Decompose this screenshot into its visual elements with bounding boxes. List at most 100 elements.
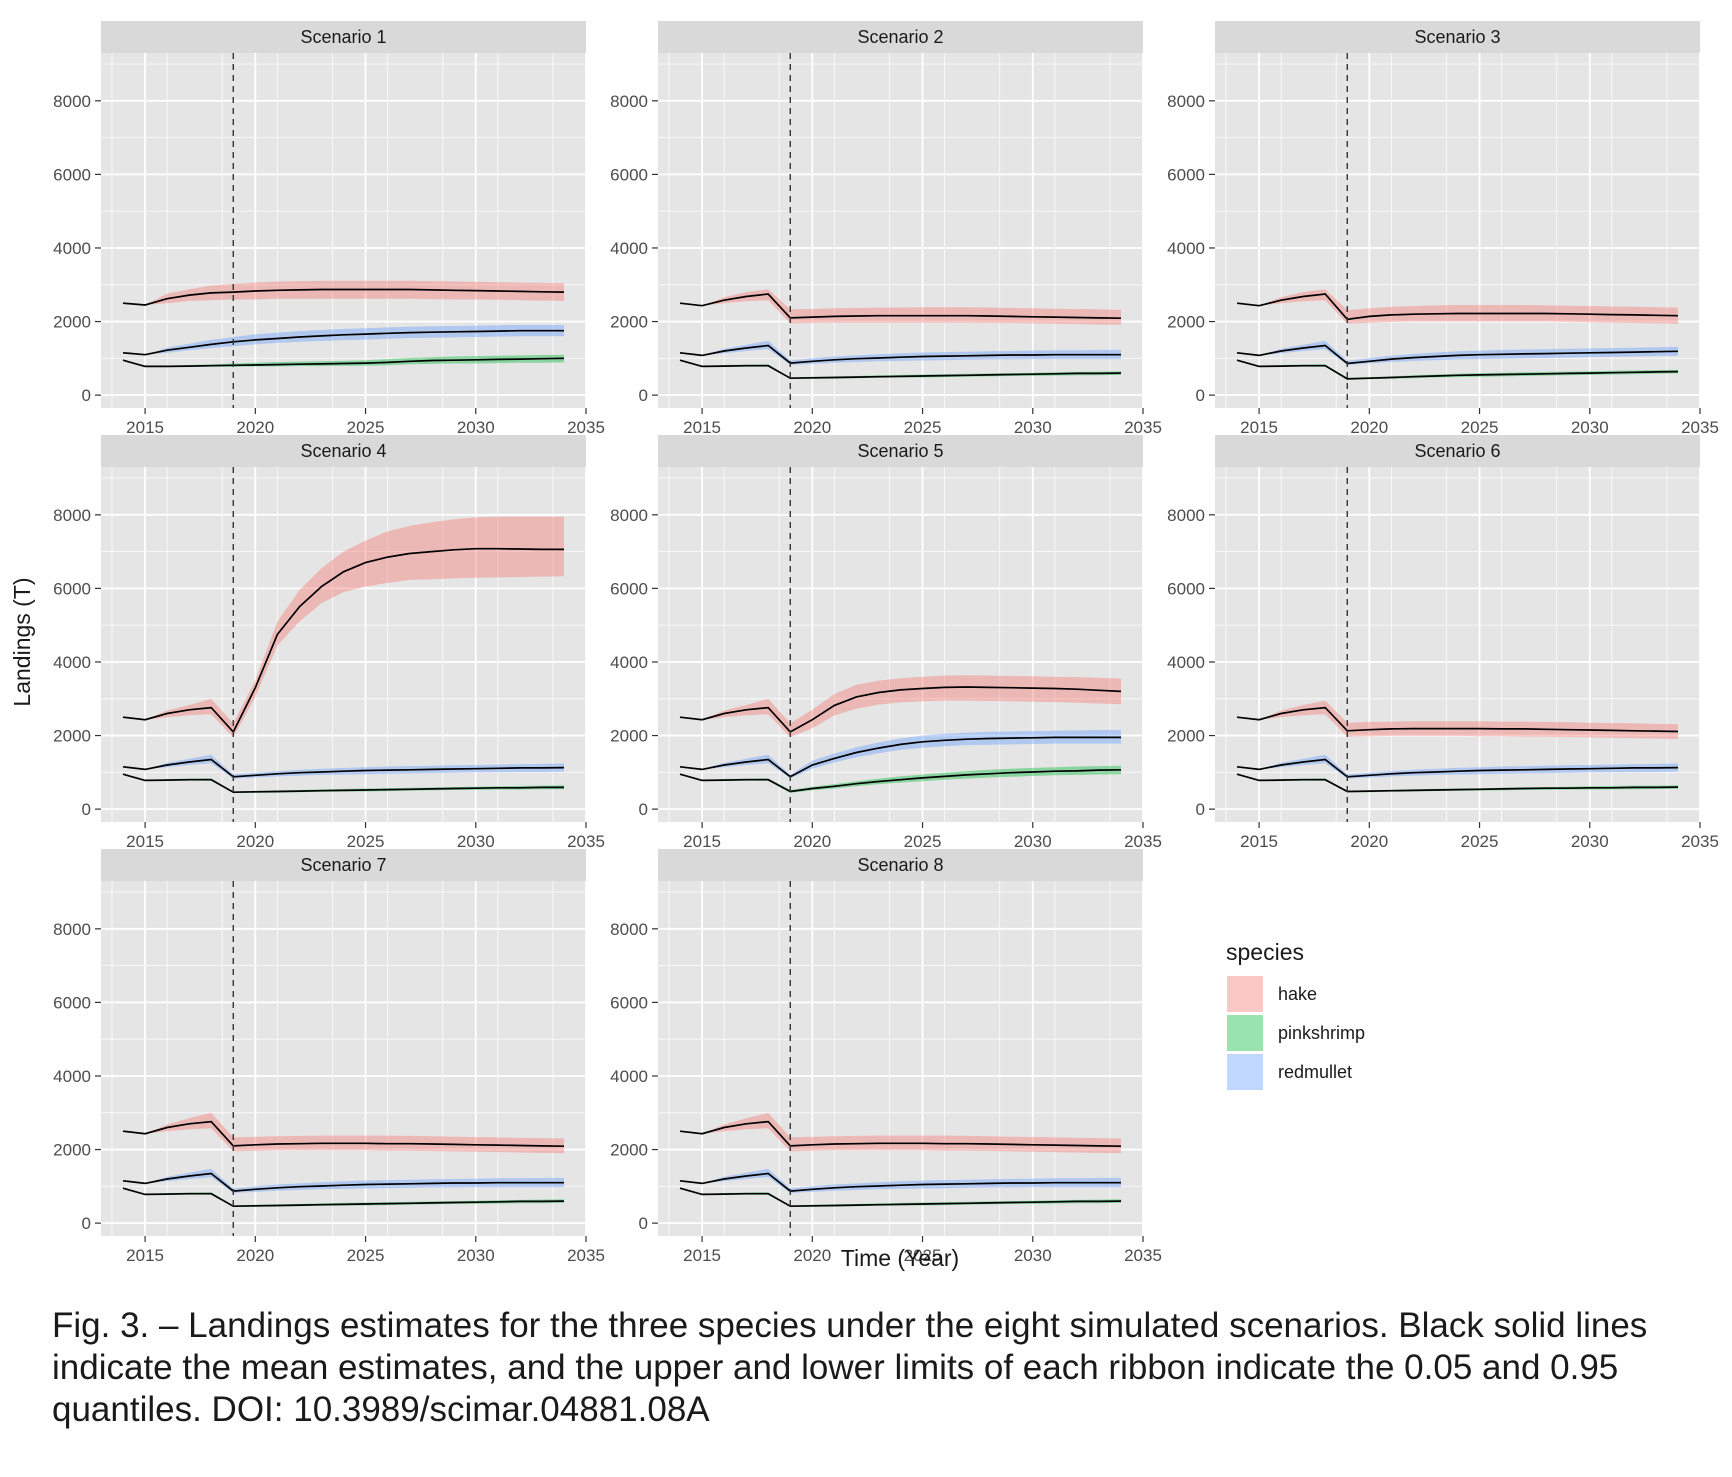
x-tick-label: 2030 (457, 1246, 495, 1265)
hake-ribbon (123, 516, 564, 738)
x-tick-label: 2035 (1681, 418, 1719, 437)
y-tick-label: 8000 (610, 920, 648, 939)
x-tick-label: 2015 (1240, 418, 1278, 437)
y-tick-label: 0 (82, 1214, 91, 1233)
hake-mean-line (679, 1120, 1122, 1148)
pinkshrimp-mean-line (122, 773, 564, 794)
facet-scenario-2: Scenario 2 2015 2020 2025 2030 2035 0 2000 4000 6… (610, 21, 1162, 437)
y-tick-label: 0 (1196, 386, 1205, 405)
facet-strip (101, 21, 586, 53)
pinkshrimp-mean-line (679, 768, 1122, 793)
hake-mean-line (122, 288, 565, 306)
x-tick-label: 2020 (793, 832, 831, 851)
facet-strip (1215, 21, 1700, 53)
x-tick-label: 2030 (457, 418, 495, 437)
facet-scenario-6: Scenario 6 2015 2020 2025 2030 2035 0 2000 4000 6… (1167, 435, 1719, 851)
legend-label-hake: hake (1278, 984, 1317, 1004)
y-tick-label: 4000 (53, 653, 91, 672)
hake-ribbon (680, 675, 1121, 738)
legend-label-redmullet: redmullet (1278, 1062, 1352, 1082)
x-tick-label: 2035 (1124, 418, 1162, 437)
x-tick-label: 2030 (1571, 418, 1609, 437)
hake-mean-line (679, 293, 1122, 320)
hake-mean-line (1236, 293, 1679, 321)
y-tick-label: 0 (639, 800, 648, 819)
x-tick-label: 2035 (567, 1246, 605, 1265)
facet-title: Scenario 5 (857, 441, 943, 461)
x-tick-label: 2030 (1571, 832, 1609, 851)
x-tick-label: 2020 (236, 418, 274, 437)
y-tick-label: 8000 (1167, 92, 1205, 111)
x-tick-label: 2035 (1124, 1246, 1162, 1265)
y-tick-label: 6000 (53, 579, 91, 598)
redmullet-ribbon (680, 1168, 1121, 1193)
x-tick-label: 2025 (904, 832, 942, 851)
y-tick-label: 2000 (610, 313, 648, 332)
y-tick-label: 2000 (1167, 727, 1205, 746)
x-tick-label: 2020 (1350, 832, 1388, 851)
y-tick-label: 6000 (610, 993, 648, 1012)
redmullet-ribbon (123, 1168, 564, 1193)
x-tick-label: 2020 (1350, 418, 1388, 437)
redmullet-mean-line (122, 758, 565, 778)
hake-mean-line (1236, 706, 1679, 733)
x-tick-label: 2025 (904, 418, 942, 437)
x-tick-label: 2015 (683, 832, 721, 851)
y-axis-title: Landings (T) (9, 577, 35, 706)
facet-title: Scenario 8 (857, 855, 943, 875)
y-tick-label: 8000 (610, 506, 648, 525)
y-tick-label: 0 (1196, 800, 1205, 819)
facet-strip (658, 21, 1143, 53)
x-tick-label: 2030 (1014, 1246, 1052, 1265)
y-tick-label: 8000 (53, 920, 91, 939)
y-tick-label: 2000 (610, 1141, 648, 1160)
x-tick-label: 2015 (683, 1246, 721, 1265)
redmullet-mean-line (122, 329, 564, 356)
facet-title: Scenario 3 (1414, 27, 1500, 47)
y-tick-label: 0 (639, 386, 648, 405)
y-tick-label: 2000 (53, 313, 91, 332)
x-tick-label: 2025 (1461, 832, 1499, 851)
x-tick-label: 2020 (236, 1246, 274, 1265)
facet-title: Scenario 1 (300, 27, 386, 47)
legend-label-pinkshrimp: pinkshrimp (1278, 1023, 1365, 1043)
x-tick-label: 2020 (793, 418, 831, 437)
facet-strip (658, 435, 1143, 467)
y-tick-label: 8000 (53, 92, 91, 111)
x-tick-label: 2020 (793, 1246, 831, 1265)
pinkshrimp-mean-line (679, 359, 1122, 380)
y-tick-label: 2000 (53, 1141, 91, 1160)
panel-background (101, 53, 586, 408)
x-tick-label: 2015 (683, 418, 721, 437)
y-tick-label: 2000 (53, 727, 91, 746)
y-tick-label: 6000 (53, 165, 91, 184)
y-tick-label: 2000 (610, 727, 648, 746)
legend-key-redmullet (1227, 1054, 1263, 1090)
x-tick-label: 2015 (126, 832, 164, 851)
pinkshrimp-mean-line (122, 357, 565, 368)
facet-scenario-4: Scenario 4 2015 2020 2025 2030 2035 0 2000 4000 6… (53, 435, 605, 851)
legend-key-pinkshrimp (1227, 1015, 1263, 1051)
facet-panels: Scenario 1 2015 2020 2025 2030 2035 0 2000 4000 6… (53, 21, 1719, 1265)
redmullet-ribbon (1237, 340, 1678, 365)
y-tick-label: 8000 (610, 92, 648, 111)
redmullet-mean-line (122, 1172, 564, 1192)
figure-caption: Fig. 3. – Landings estimates for the thr… (52, 1306, 1648, 1429)
redmullet-mean-line (1236, 344, 1679, 365)
facet-strip (101, 849, 586, 881)
x-tick-label: 2025 (1461, 418, 1499, 437)
facet-scenario-3: Scenario 3 2015 2020 2025 2030 2035 0 2000 4000 6… (1167, 21, 1719, 437)
y-tick-label: 8000 (1167, 506, 1205, 525)
y-tick-label: 4000 (610, 653, 648, 672)
x-tick-label: 2025 (347, 418, 385, 437)
facet-scenario-8: Scenario 8 2015 2020 2025 2030 2035 0 2000 4000 6… (610, 849, 1162, 1265)
x-tick-label: 2035 (567, 418, 605, 437)
hake-mean-line (679, 686, 1122, 733)
y-tick-label: 0 (82, 800, 91, 819)
pinkshrimp-mean-line (1236, 359, 1679, 380)
facet-title: Scenario 7 (300, 855, 386, 875)
redmullet-ribbon (1237, 754, 1678, 779)
redmullet-ribbon (680, 340, 1121, 365)
y-tick-label: 8000 (53, 506, 91, 525)
legend-title: species (1226, 939, 1304, 965)
